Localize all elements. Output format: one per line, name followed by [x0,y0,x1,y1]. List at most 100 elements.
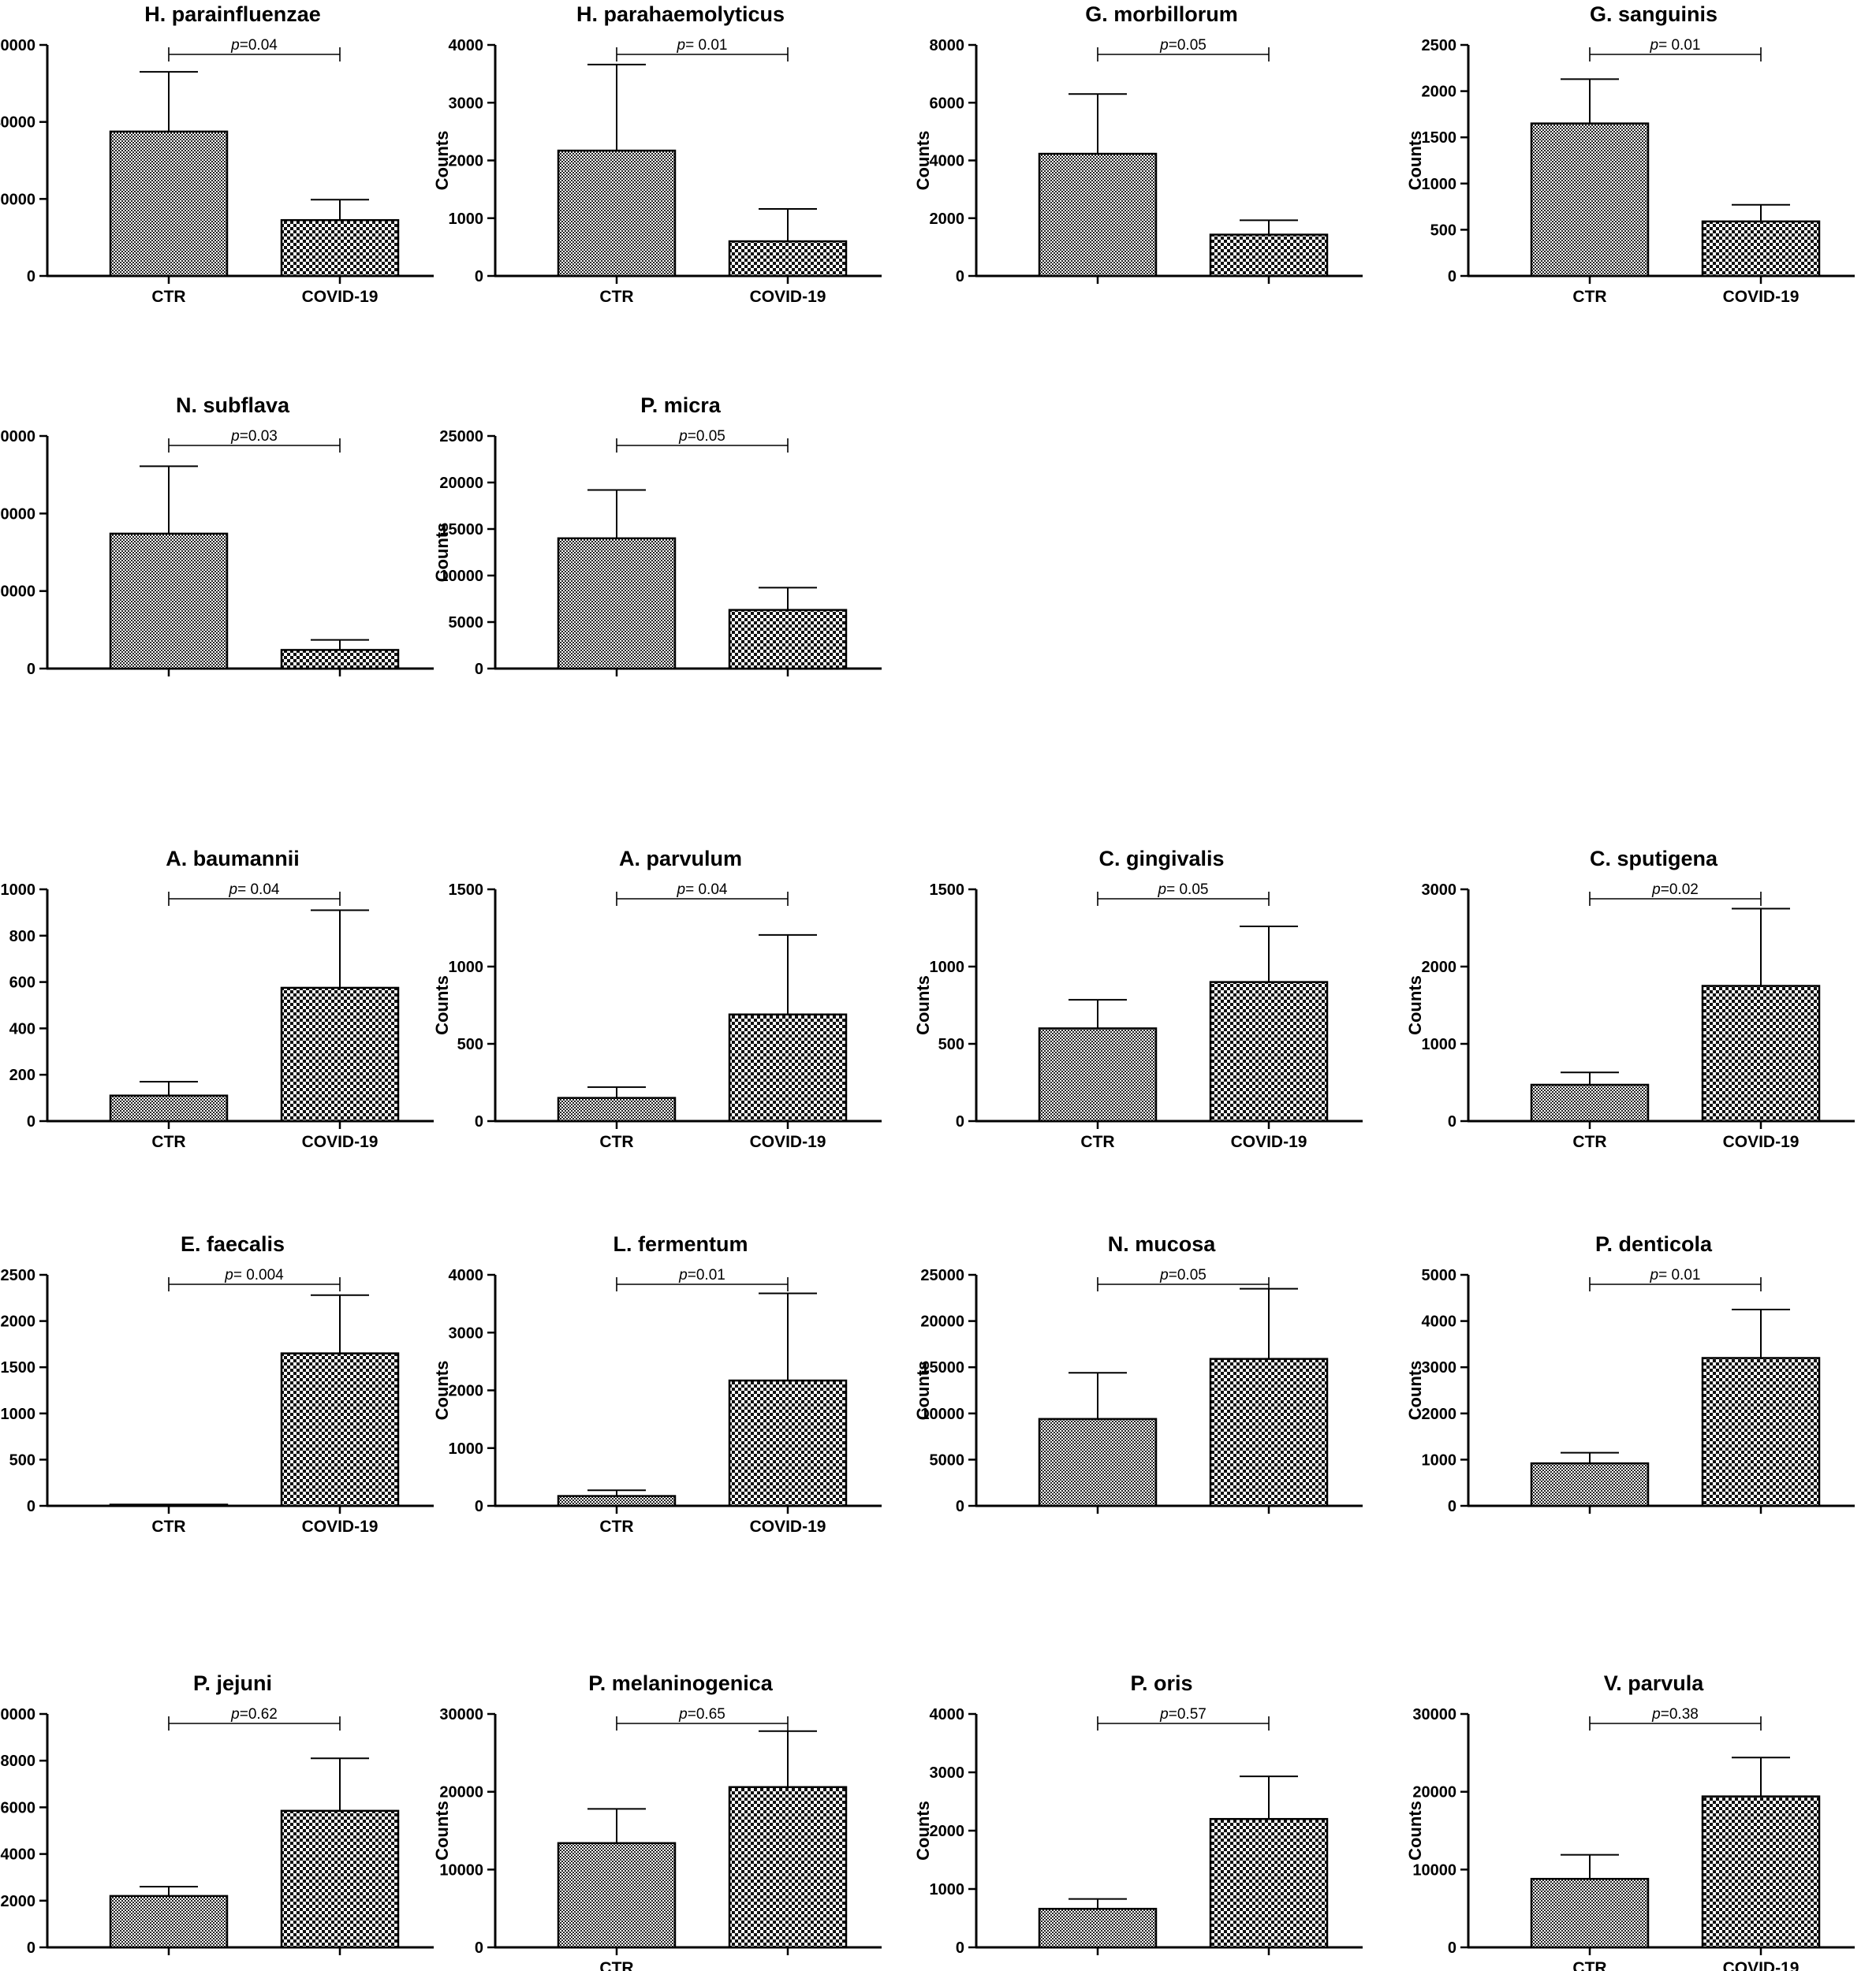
chart-panel: C. gingivalis Counts 0 500 1000 1500 CTR COVID-… [913,847,1363,1151]
chart-title: P. melaninogenica [588,1671,774,1695]
category-label: COVID-19 [750,1133,826,1151]
y-axis-label: Counts [432,523,452,583]
p-value-text: =0.38 [1661,1706,1699,1723]
chart-panel: A. parvulum Counts 0 500 1000 1500 CTR COVID-19… [432,847,882,1151]
chart-panel: L. fermentum Counts 0 1000 2000 3000 4000 CTR CO… [432,1232,882,1536]
category-label: COVID-19 [750,1518,826,1536]
y-tick-label: 0 [475,1939,483,1957]
category-label: CTR [599,288,633,306]
p-value-label: p= 0.01 [1650,37,1701,54]
y-axis-label: Counts [913,1801,933,1861]
y-axis-label: Counts [1405,1361,1425,1421]
y-tick-label: 1000 [449,211,484,228]
p-value-text: = 0.01 [1658,1267,1700,1284]
category-label: CTR [599,1518,633,1536]
y-tick-label: 400 [9,1020,35,1038]
category-label: CTR [599,1133,633,1151]
y-axis-label: Counts [0,523,4,583]
p-value-text: =0.04 [240,37,278,54]
y-tick-label: 20000 [439,1784,483,1801]
y-axis-label: Counts [913,975,933,1035]
y-tick-label: 0 [27,1113,35,1131]
y-tick-label: 500 [1430,222,1456,239]
y-tick-label: 600 [9,974,35,992]
bar-covid-19 [280,1352,400,1507]
bar-covid-19 [280,218,400,278]
y-axis-label: Counts [1405,1801,1425,1861]
p-symbol: p [1650,1267,1659,1284]
p-value-text: =0.57 [1169,1706,1207,1723]
y-tick-label: 20000 [439,475,483,492]
y-tick-label: 8000 [930,37,965,54]
chart-title: A. parvulum [619,847,742,870]
y-tick-label: 4000 [1,1846,36,1864]
y-tick-label: 0 [956,1939,964,1957]
bar-ctr [109,1895,229,1949]
chart-title: P. micra [640,393,722,417]
p-symbol: p [1159,1267,1169,1284]
y-axis-label: Counts [0,131,4,191]
bar-covid-19 [1209,233,1329,278]
category-label: COVID-19 [1723,288,1800,306]
chart-title: G. sanguinis [1590,2,1717,26]
bar-ctr [1530,1462,1650,1507]
y-tick-label: 1000 [1422,1036,1457,1053]
p-value-text: =0.05 [1169,37,1207,54]
y-tick-label: 500 [938,1036,964,1053]
p-symbol: p [678,1267,688,1284]
p-value-label: p=0.02 [1651,881,1699,898]
bar-covid-19 [1209,981,1329,1123]
p-value-text: = 0.04 [237,881,280,898]
category-label: CTR [151,1133,185,1151]
y-tick-label: 25000 [920,1267,964,1284]
y-tick-label: 10000 [0,583,35,601]
chart-title: N. subflava [176,393,290,417]
y-tick-label: 1500 [449,881,484,899]
p-value-label: p= 0.004 [224,1267,284,1284]
bar-covid-19 [728,1379,848,1507]
y-tick-label: 0 [1448,1498,1456,1515]
y-tick-label: 2500 [1,1267,36,1284]
chart-title: E. faecalis [181,1232,285,1256]
p-value-label: p=0.38 [1651,1706,1699,1723]
y-tick-label: 0 [475,1113,483,1131]
bar-ctr [1530,1083,1650,1123]
p-symbol: p [677,881,686,898]
y-tick-label: 10000 [0,1706,35,1723]
p-value-label: p=0.65 [678,1706,725,1723]
y-tick-label: 3000 [1422,881,1457,899]
bar-ctr [1038,1418,1158,1507]
p-symbol: p [1651,1706,1661,1723]
p-value-label: p= 0.01 [1650,1267,1701,1284]
y-tick-label: 10000 [439,1861,483,1879]
chart-title: P. oris [1130,1671,1192,1695]
chart-panel: G. sanguinis Counts 0 500 1000 1500 2000 2500 CT… [1405,2,1855,306]
chart-panel: V. parvula Counts 0 10000 20000 30000 CTR COVID… [1405,1671,1855,1971]
category-label: COVID-19 [302,1518,379,1536]
y-tick-label: 0 [27,1939,35,1957]
bar-covid-19 [280,649,400,670]
y-axis-label: Counts [1405,131,1425,191]
p-symbol: p [678,428,688,445]
bar-covid-19 [728,240,848,278]
y-tick-label: 1000 [449,1440,484,1458]
y-tick-label: 1000 [1,1406,36,1423]
bar-ctr [1530,122,1650,278]
chart-panel: P. denticola Counts 0 1000 2000 3000 4000 5000 p… [1405,1232,1855,1515]
p-symbol: p [677,37,686,54]
chart-title: C. sputigena [1590,847,1718,870]
category-label: COVID-19 [1723,1959,1800,1971]
category-label: COVID-19 [1231,1133,1307,1151]
p-value-label: p=0.05 [1159,37,1207,54]
y-tick-label: 0 [1448,1113,1456,1131]
bar-ctr [557,1842,677,1949]
p-value-label: p=0.57 [1159,1706,1207,1723]
y-tick-label: 2500 [1422,37,1457,54]
y-tick-label: 0 [956,268,964,285]
p-symbol: p [1159,37,1169,54]
y-tick-label: 20000 [1412,1784,1456,1801]
y-tick-label: 3000 [449,1325,484,1342]
y-axis-label: Counts [432,975,452,1035]
y-tick-label: 5000 [449,614,484,632]
y-tick-label: 1000 [930,1881,965,1898]
